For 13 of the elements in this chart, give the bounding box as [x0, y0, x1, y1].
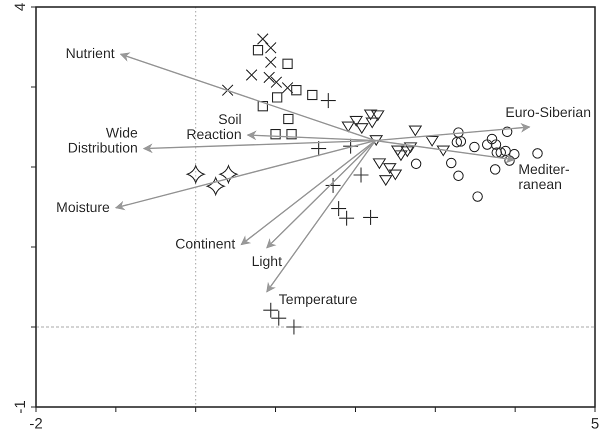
series-label: Soil Reaction	[186, 111, 242, 142]
series-label: Wide Distribution	[68, 124, 138, 156]
y-tick-label: 4	[12, 2, 29, 12]
series-label: Light	[252, 252, 282, 269]
y-tick-label: -1	[12, 400, 29, 414]
series-label: Mediter- ranean	[518, 160, 570, 192]
x-tick-label: 5	[590, 416, 600, 432]
series-label: Nutrient	[66, 45, 115, 62]
series-label: Moisture	[56, 198, 110, 215]
x-tick-label: -2	[29, 416, 43, 432]
series-label: Continent	[175, 236, 236, 252]
series-label: Temperature	[278, 290, 358, 307]
series-label: Euro-Siberian	[505, 104, 591, 120]
